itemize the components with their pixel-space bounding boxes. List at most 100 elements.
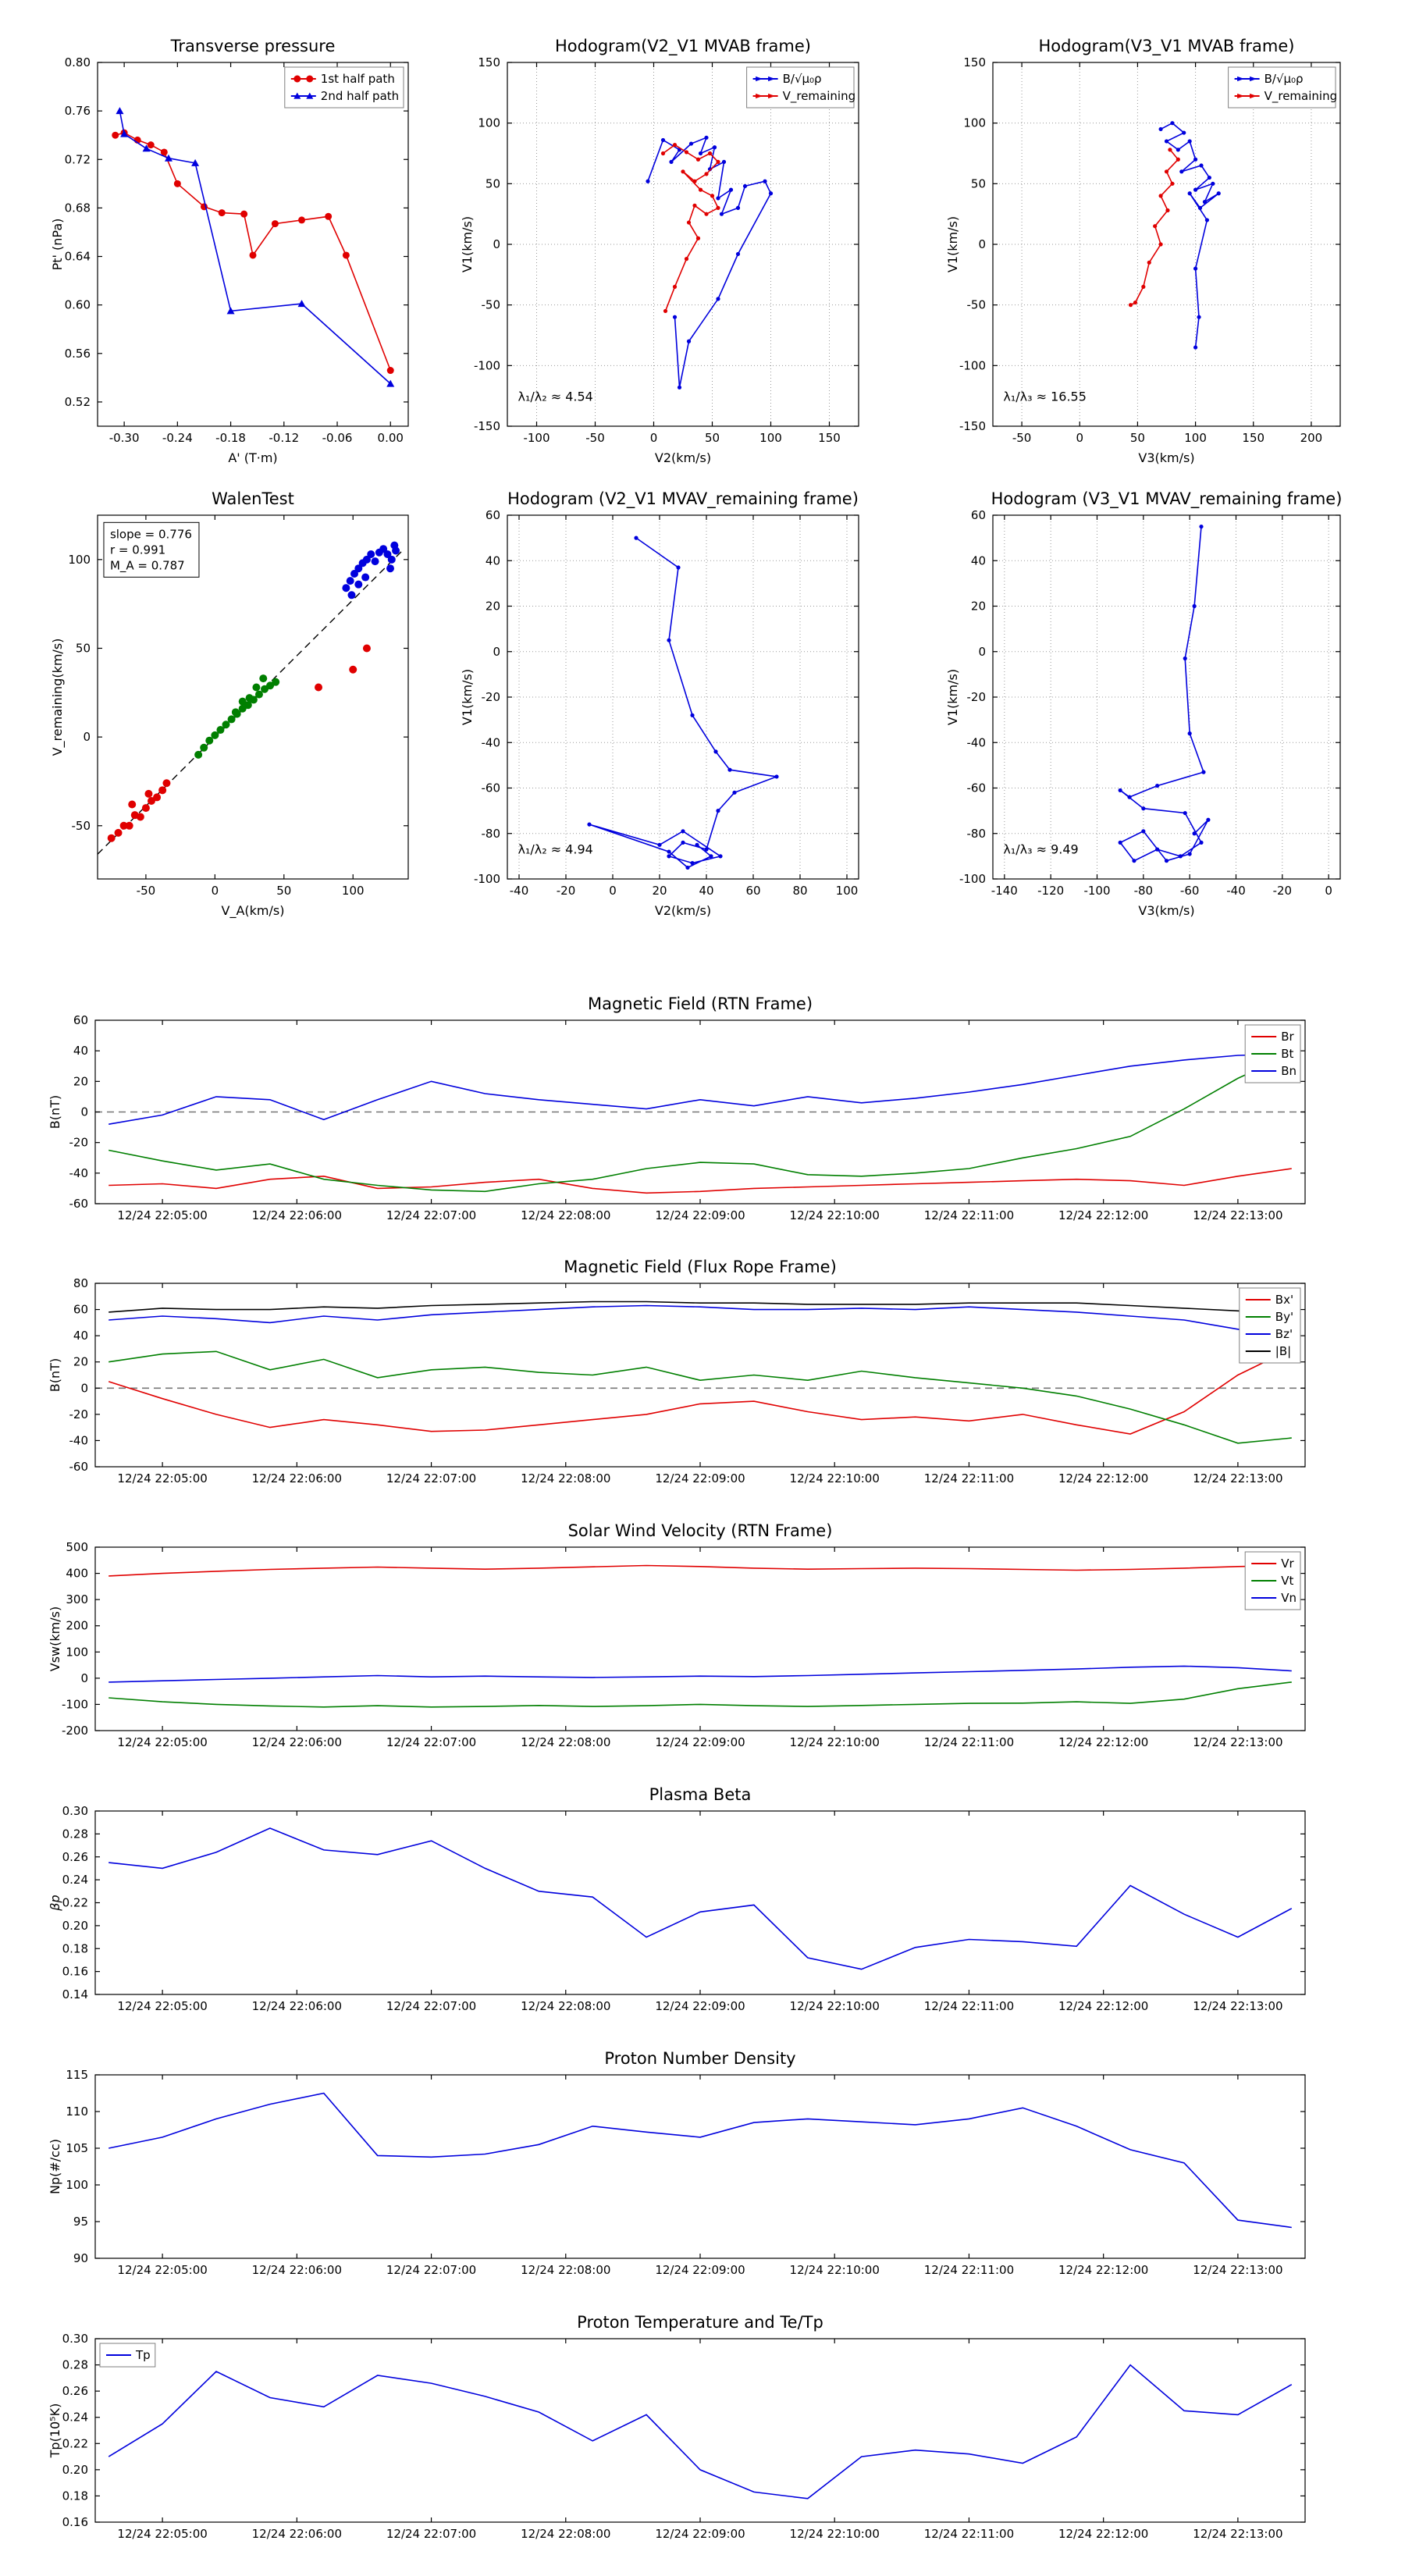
svg-text:300: 300 [66,1592,88,1606]
svg-text:V3(km/s): V3(km/s) [1138,450,1194,465]
svg-text:12/24 22:09:00: 12/24 22:09:00 [655,1999,745,2013]
svg-text:12/24 22:10:00: 12/24 22:10:00 [790,1999,880,2013]
svg-text:Hodogram (V2_V1 MVAV_remaining: Hodogram (V2_V1 MVAV_remaining frame) [507,489,859,509]
svg-text:-80: -80 [1134,884,1154,898]
svg-text:0.14: 0.14 [62,1987,88,2001]
svg-text:Br: Br [1281,1030,1294,1044]
svg-text:-50: -50 [585,431,605,445]
svg-text:12/24 22:09:00: 12/24 22:09:00 [655,2263,745,2277]
svg-text:50: 50 [1130,431,1145,445]
svg-text:0.52: 0.52 [65,395,91,409]
svg-text:M_A = 0.787: M_A = 0.787 [110,558,185,573]
svg-text:-50: -50 [482,298,501,312]
svg-text:0.16: 0.16 [62,2515,88,2529]
svg-text:12/24 22:13:00: 12/24 22:13:00 [1193,1471,1282,1485]
svg-text:12/24 22:05:00: 12/24 22:05:00 [117,1471,207,1485]
svg-text:12/24 22:09:00: 12/24 22:09:00 [655,1208,745,1222]
svg-text:V1(km/s): V1(km/s) [460,216,475,272]
svg-text:105: 105 [66,2141,88,2155]
svg-text:βp: βp [48,1895,62,1911]
svg-text:0: 0 [80,1381,88,1395]
svg-text:-20: -20 [69,1136,89,1150]
svg-text:12/24 22:07:00: 12/24 22:07:00 [386,2527,476,2541]
chart-hodogram-v3v1-mvav: -140 -120 -100 -80 -60 -40 -20 0 -100 -80 -60 -40 -2… [937,468,1350,929]
svg-text:50: 50 [971,176,986,190]
svg-text:12/24 22:12:00: 12/24 22:12:00 [1058,1471,1148,1485]
svg-text:0.72: 0.72 [65,152,91,166]
svg-text:-150: -150 [959,419,986,433]
svg-text:-40: -40 [69,1166,89,1180]
svg-text:12/24 22:11:00: 12/24 22:11:00 [924,1999,1014,2013]
chart-solar-wind-velocity: 12/24 22:05:00 12/24 22:06:00 12/24 22:07:… [39,1507,1314,1754]
svg-text:60: 60 [486,508,500,522]
svg-text:-100: -100 [523,431,550,445]
svg-text:λ₁/λ₃ ≈ 9.49: λ₁/λ₃ ≈ 9.49 [1003,841,1078,856]
svg-text:Bx': Bx' [1275,1293,1293,1307]
svg-text:Proton Number Density: Proton Number Density [604,2049,795,2068]
svg-text:12/24 22:08:00: 12/24 22:08:00 [521,1735,610,1749]
svg-text:Plasma Beta: Plasma Beta [649,1785,752,1804]
svg-text:Hodogram(V2_V1 MVAB frame): Hodogram(V2_V1 MVAB frame) [555,37,811,56]
svg-text:-60: -60 [967,781,987,795]
chart-hodogram-v2v1-mvab: -100 -50 0 50 100 150 -150 -100 -50 0 50 100 150 Hodo… [453,16,868,476]
svg-text:12/24 22:06:00: 12/24 22:06:00 [252,1999,342,2013]
svg-text:0.20: 0.20 [62,1919,88,1933]
svg-text:12/24 22:07:00: 12/24 22:07:00 [386,1208,476,1222]
svg-text:0.80: 0.80 [65,55,91,69]
svg-text:V1(km/s): V1(km/s) [945,216,960,272]
svg-text:12/24 22:09:00: 12/24 22:09:00 [655,1735,745,1749]
svg-text:-80: -80 [482,827,501,841]
svg-text:-40: -40 [1226,884,1246,898]
svg-text:Vn: Vn [1281,1591,1297,1605]
svg-text:100: 100 [963,116,986,130]
chart-plasma-beta: 12/24 22:05:00 12/24 22:06:00 12/24 22:07:… [39,1770,1314,2018]
svg-text:100: 100 [1184,431,1207,445]
svg-text:12/24 22:11:00: 12/24 22:11:00 [924,1208,1014,1222]
svg-text:0.60: 0.60 [65,298,91,312]
svg-text:Vr: Vr [1281,1557,1294,1571]
svg-text:-20: -20 [1273,884,1293,898]
svg-text:20: 20 [971,600,986,614]
svg-text:-50: -50 [1012,431,1032,445]
svg-text:-20: -20 [482,690,501,704]
svg-text:150: 150 [818,431,841,445]
svg-text:V_remaining: V_remaining [1264,89,1338,104]
svg-text:12/24 22:12:00: 12/24 22:12:00 [1058,2263,1148,2277]
svg-text:λ₁/λ₃ ≈ 16.55: λ₁/λ₃ ≈ 16.55 [1003,389,1087,404]
svg-text:12/24 22:12:00: 12/24 22:12:00 [1058,1999,1148,2013]
svg-text:-100: -100 [62,1697,88,1711]
svg-text:-0.12: -0.12 [269,431,299,445]
svg-text:Tp(10⁵K): Tp(10⁵K) [48,2403,62,2459]
svg-text:12/24 22:12:00: 12/24 22:12:00 [1058,2527,1148,2541]
svg-text:12/24 22:06:00: 12/24 22:06:00 [252,1735,342,1749]
svg-text:100: 100 [66,1645,88,1659]
svg-text:80: 80 [792,884,807,898]
svg-text:100: 100 [68,553,91,567]
svg-text:12/24 22:05:00: 12/24 22:05:00 [117,2263,207,2277]
svg-text:Bn: Bn [1281,1064,1297,1078]
svg-text:12/24 22:13:00: 12/24 22:13:00 [1193,2263,1282,2277]
svg-text:80: 80 [73,1276,88,1290]
svg-text:150: 150 [1242,431,1264,445]
chart-hodogram-v2v1-mvav: -40 -20 0 20 40 60 80 100 -100 -80 -60 -40 -20 0 20 40 6… [453,468,868,929]
svg-text:400: 400 [66,1567,88,1581]
svg-text:0.68: 0.68 [65,201,91,215]
svg-text:-100: -100 [474,358,500,372]
svg-text:12/24 22:05:00: 12/24 22:05:00 [117,1208,207,1222]
svg-text:12/24 22:10:00: 12/24 22:10:00 [790,1208,880,1222]
svg-text:0: 0 [83,730,91,744]
svg-text:-60: -60 [482,781,501,795]
svg-text:150: 150 [478,55,500,69]
svg-text:0: 0 [650,431,658,445]
svg-text:Hodogram(V3_V1 MVAB frame): Hodogram(V3_V1 MVAB frame) [1039,37,1295,56]
svg-text:Hodogram (V3_V1 MVAV_remaining: Hodogram (V3_V1 MVAV_remaining frame) [991,489,1343,509]
svg-text:0.22: 0.22 [62,1896,88,1910]
svg-text:0: 0 [493,645,500,659]
svg-text:0.18: 0.18 [62,1941,88,1955]
chart-magnetic-field-rtn: 12/24 22:05:00 12/24 22:06:00 12/24 22:07:… [39,980,1314,1227]
svg-text:200: 200 [1300,431,1323,445]
svg-text:12/24 22:07:00: 12/24 22:07:00 [386,2263,476,2277]
svg-text:-150: -150 [474,419,500,433]
svg-text:1st half path: 1st half path [321,72,395,86]
svg-text:-0.30: -0.30 [109,431,140,445]
